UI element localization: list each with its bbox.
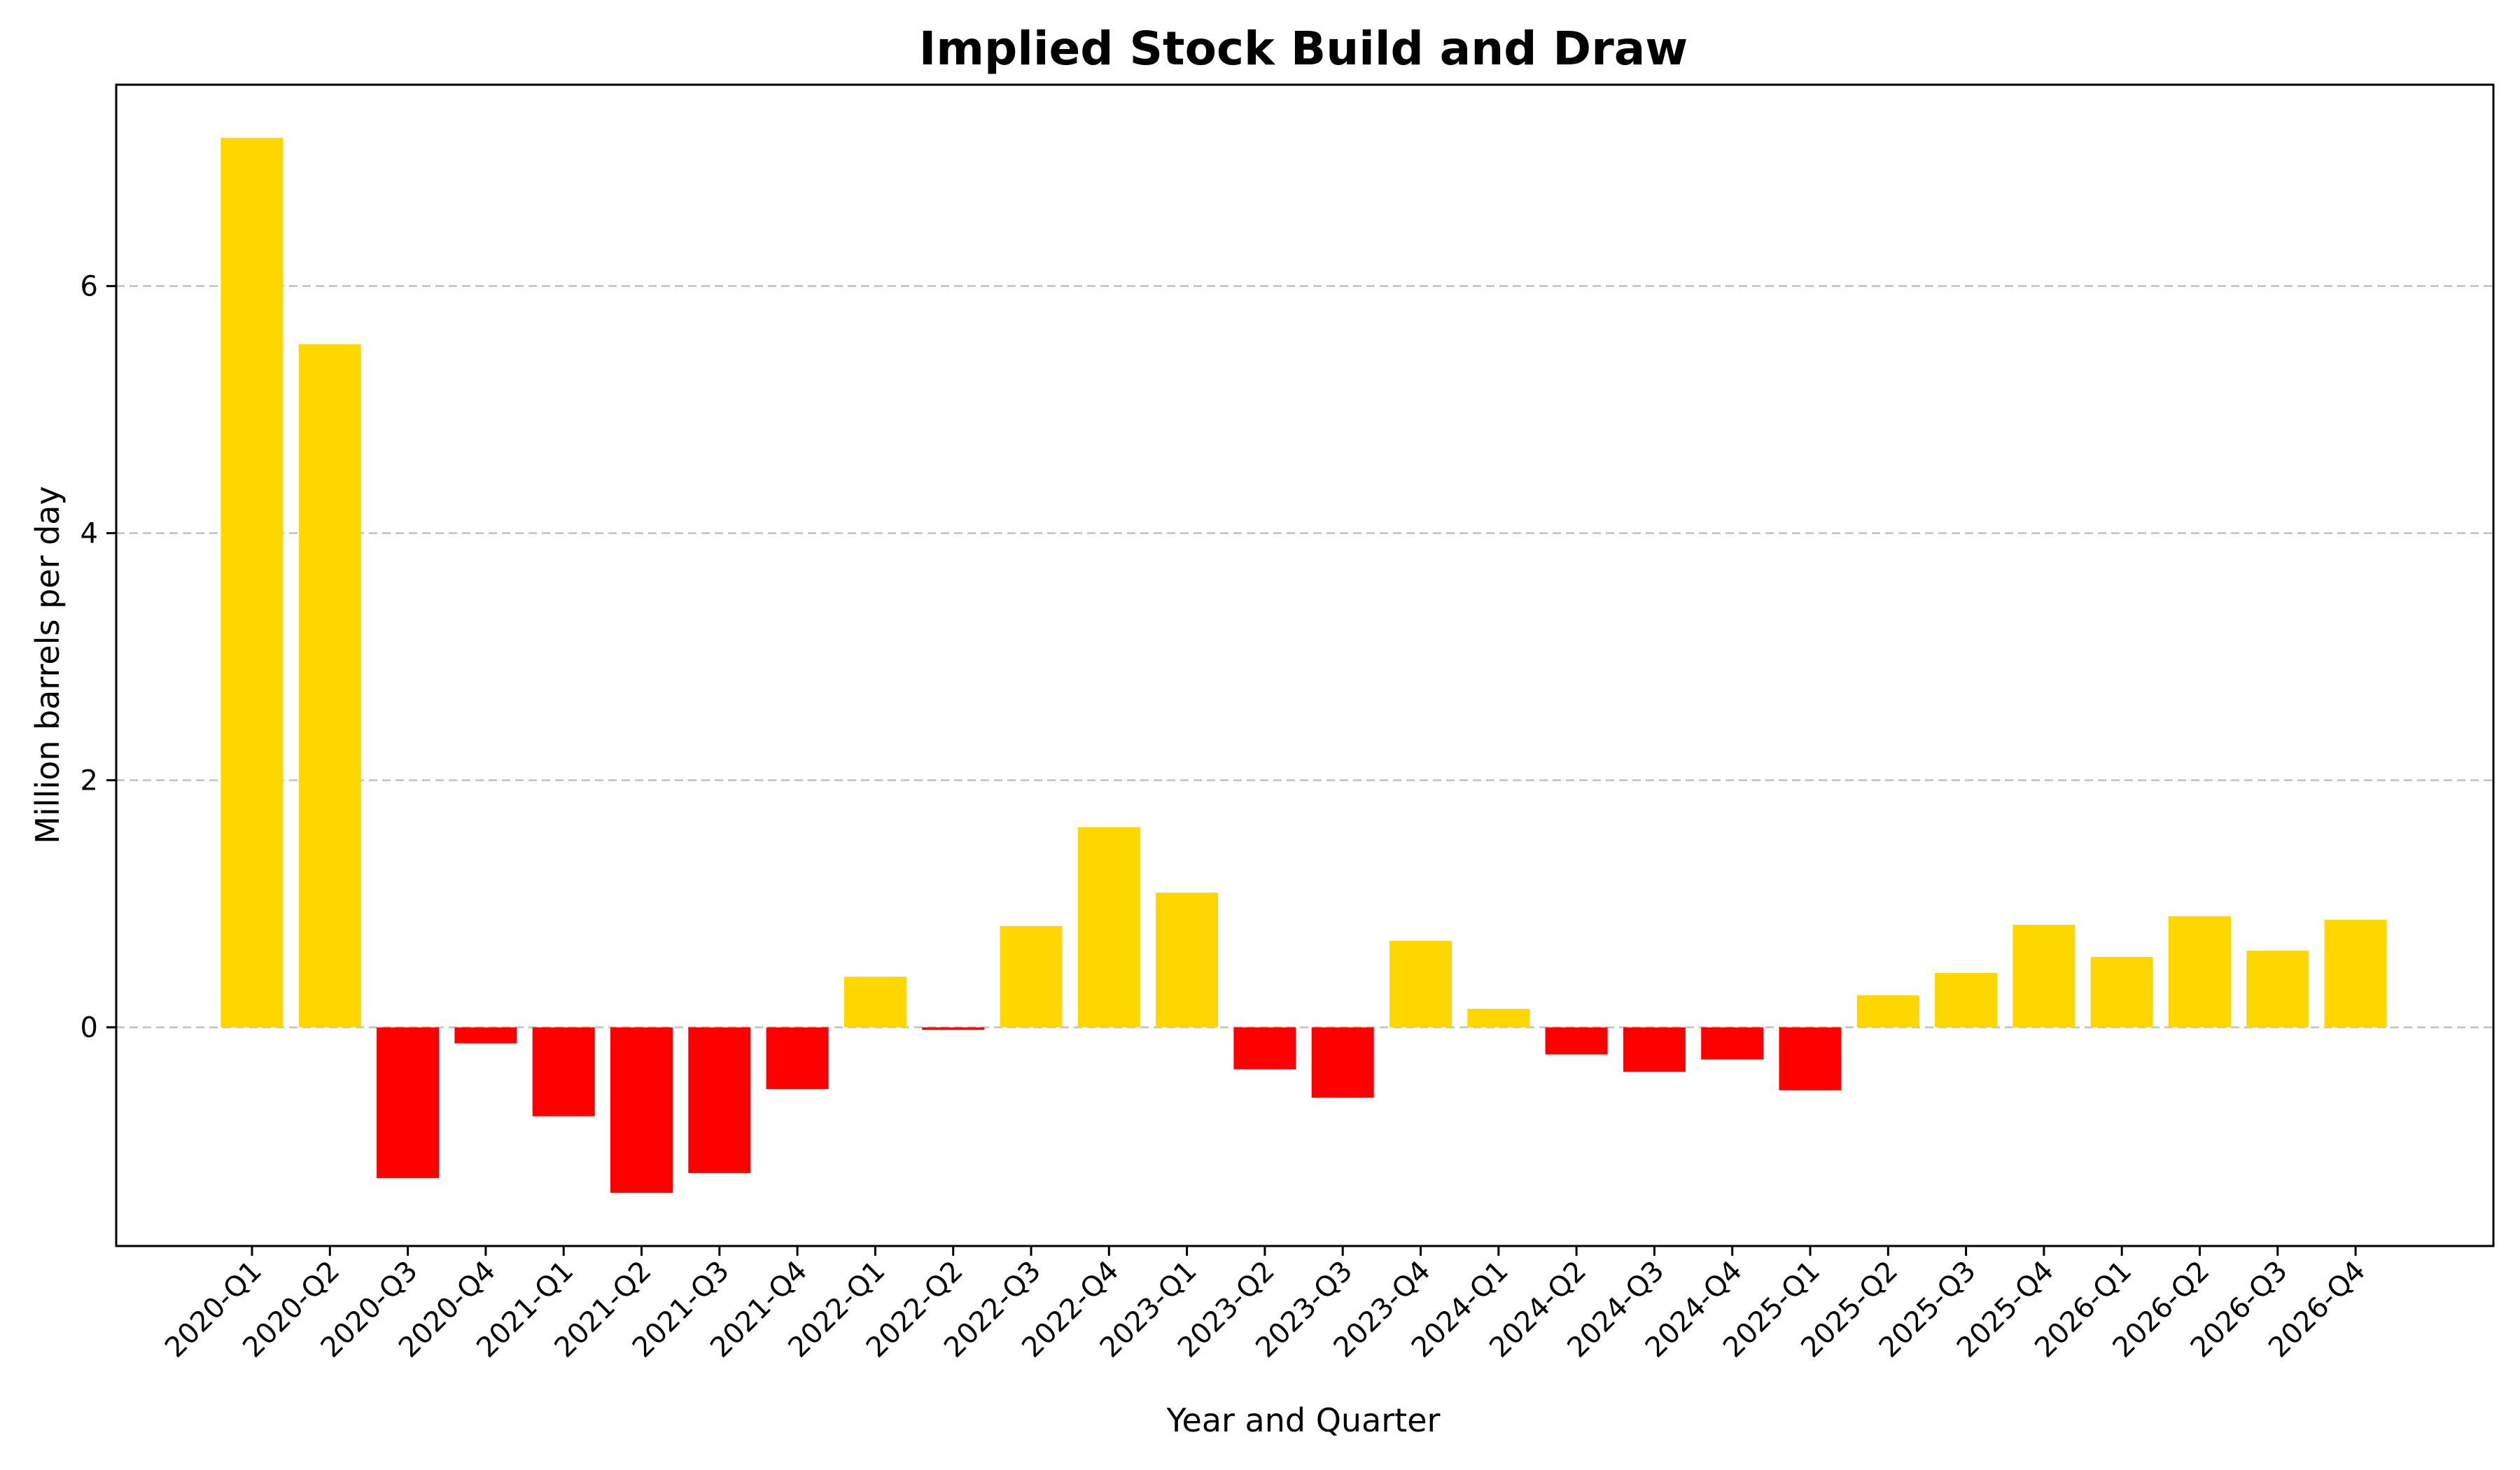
y-axis-ticks: 0 2 4 6 <box>80 271 116 1044</box>
bar-2026-Q2 <box>2169 916 2231 1028</box>
bars <box>220 137 2387 1194</box>
bar-2022-Q2 <box>922 1027 985 1030</box>
y-tick-label: 0 <box>80 1012 98 1044</box>
bar-2020-Q3 <box>377 1027 440 1178</box>
bar-2024-Q2 <box>1545 1027 1608 1055</box>
bar-2021-Q3 <box>688 1027 751 1173</box>
bar-2024-Q3 <box>1623 1027 1686 1072</box>
bar-2023-Q1 <box>1156 892 1219 1028</box>
bar-2026-Q4 <box>2324 920 2387 1028</box>
bar-2021-Q4 <box>766 1027 829 1089</box>
bar-2025-Q2 <box>1856 995 1919 1028</box>
bar-2024-Q4 <box>1701 1027 1764 1060</box>
bar-2025-Q1 <box>1779 1027 1842 1091</box>
bar-2026-Q1 <box>2090 957 2153 1028</box>
bar-2022-Q3 <box>1000 925 1063 1028</box>
y-axis-label: Million barrels per day <box>29 486 66 844</box>
bar-2026-Q3 <box>2246 951 2309 1028</box>
bar-2020-Q2 <box>298 344 361 1028</box>
bar-2021-Q2 <box>610 1027 673 1194</box>
chart-title: Implied Stock Build and Draw <box>919 22 1688 76</box>
grid-lines <box>116 285 2493 1028</box>
y-tick-label: 2 <box>80 765 98 797</box>
y-tick-label: 6 <box>80 271 98 303</box>
bar-2023-Q3 <box>1311 1027 1374 1098</box>
bar-2025-Q3 <box>1935 972 1998 1028</box>
bar-2022-Q4 <box>1077 827 1140 1028</box>
y-tick-label: 4 <box>80 518 98 550</box>
bar-2020-Q1 <box>220 137 284 1028</box>
bar-2020-Q4 <box>454 1027 517 1044</box>
plot-frame <box>115 83 2495 1247</box>
bar-2022-Q1 <box>844 976 906 1028</box>
x-axis-ticks: 2020-Q12020-Q22020-Q32020-Q42021-Q12021-… <box>159 1246 2372 1364</box>
bar-2023-Q2 <box>1233 1027 1296 1070</box>
bar-2023-Q4 <box>1390 941 1452 1028</box>
bar-2024-Q1 <box>1467 1009 1530 1028</box>
bar-2021-Q1 <box>532 1027 595 1116</box>
bar-2025-Q4 <box>2012 925 2076 1028</box>
x-axis-label: Year and Quarter <box>1166 1401 1441 1439</box>
